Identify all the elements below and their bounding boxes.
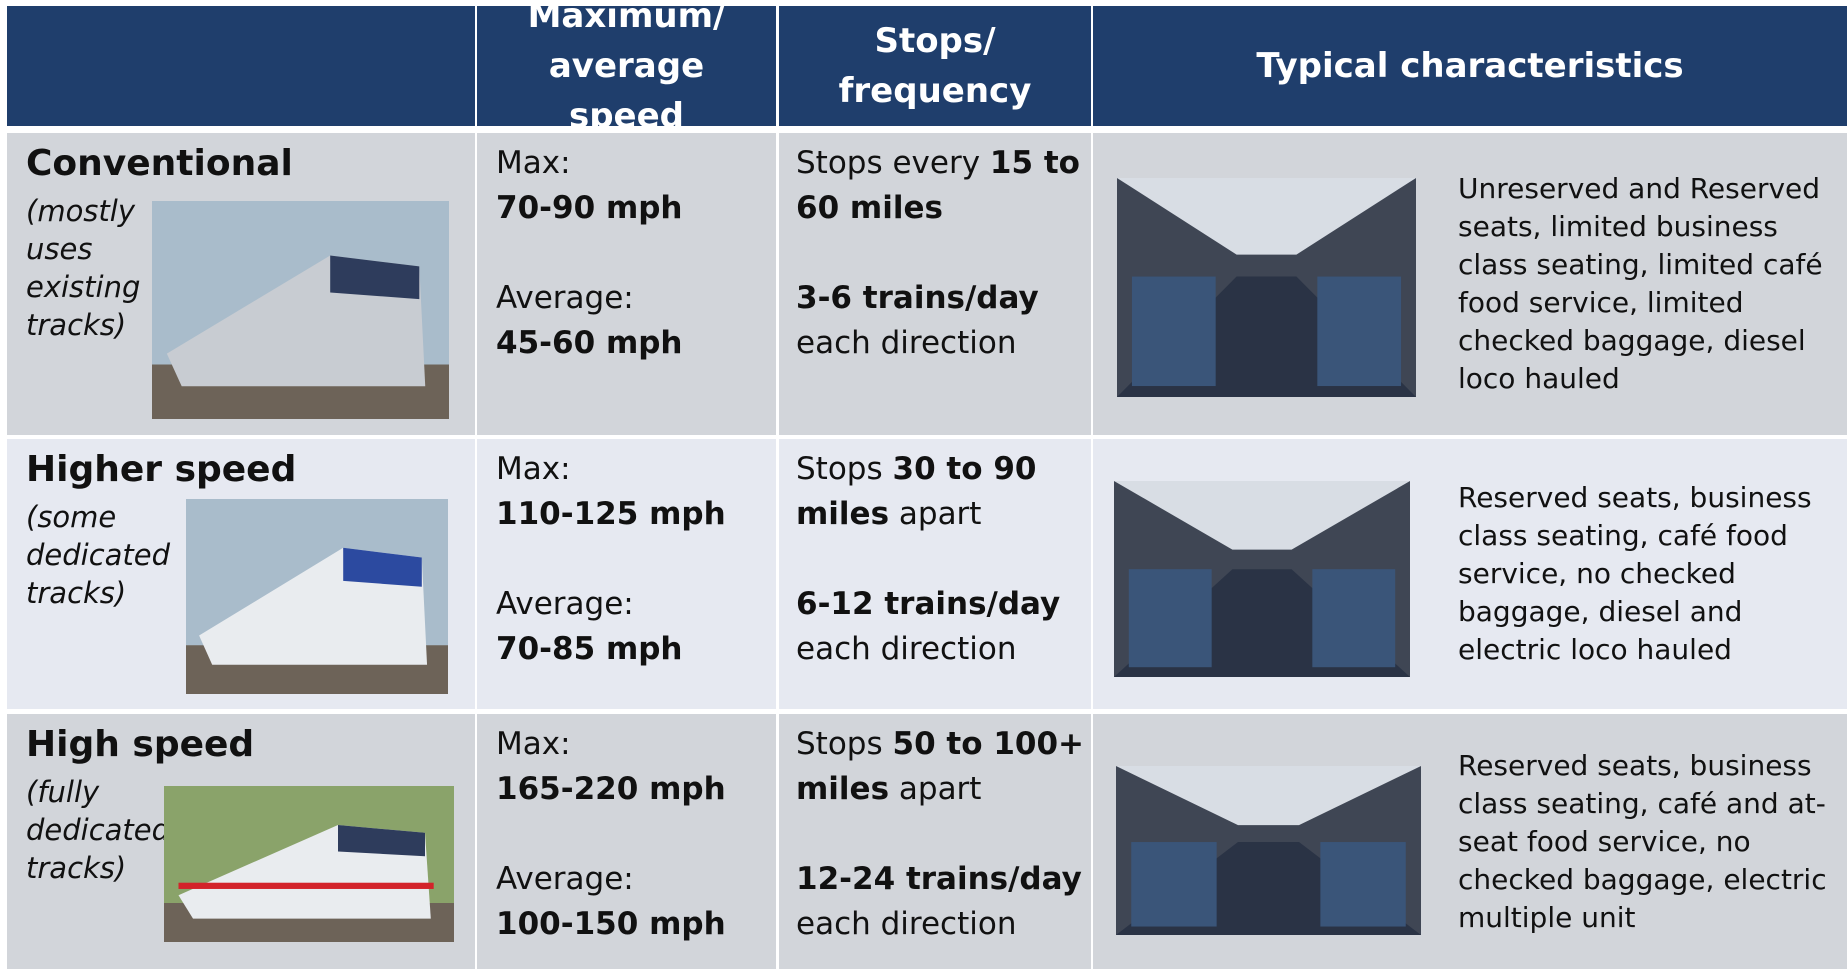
- header-cell: Typical characteristics: [1093, 6, 1847, 126]
- header-cell: Maximum/ average speed: [477, 6, 776, 126]
- max-label: Max:: [496, 144, 571, 182]
- direction: each direction: [796, 324, 1016, 362]
- row-note: (mostly: [26, 192, 135, 230]
- stops-prefix: Stops every: [796, 145, 980, 181]
- row-note: uses: [26, 230, 92, 268]
- avg-speed: 100-150 mph: [496, 905, 726, 943]
- avg-speed: 70-85 mph: [496, 630, 683, 668]
- stops-suffix: apart: [899, 496, 982, 532]
- stops: Stops 30 to 90 miles apart: [796, 447, 1086, 537]
- train-photo: [186, 499, 448, 694]
- stops: Stops every 15 to 60 miles: [796, 141, 1086, 231]
- header-cell: [7, 6, 475, 126]
- characteristics-text: Unreserved and Reserved seats, limited b…: [1458, 170, 1847, 398]
- avg-speed: 45-60 mph: [496, 324, 683, 362]
- stops: Stops 50 to 100+ miles apart: [796, 722, 1086, 812]
- characteristics: Reserved seats, business class seating, …: [1458, 439, 1847, 709]
- header-cell: Stops/ frequency: [779, 6, 1091, 126]
- row-note: (fully: [26, 773, 99, 811]
- max-speed: 165-220 mph: [496, 770, 726, 808]
- row-note: existing: [26, 268, 140, 306]
- characteristics: Unreserved and Reserved seats, limited b…: [1458, 133, 1847, 435]
- stops-prefix: Stops: [796, 726, 883, 762]
- header-text: Typical characteristics: [1256, 41, 1683, 91]
- trains-per-day: 6-12 trains/day: [796, 585, 1060, 623]
- trains-per-day: 3-6 trains/day: [796, 279, 1039, 317]
- train-photo: [152, 201, 449, 419]
- trains-per-day: 12-24 trains/day: [796, 860, 1082, 898]
- interior-photo: [1114, 481, 1410, 677]
- row-title: Conventional: [26, 145, 293, 183]
- stops-suffix: apart: [899, 771, 982, 807]
- row-note: tracks): [26, 306, 126, 344]
- characteristics: Reserved seats, business class seating, …: [1458, 714, 1847, 969]
- page: Maximum/ average speed Stops/ frequency Ty…: [0, 0, 1847, 969]
- avg-label: Average:: [496, 860, 634, 898]
- interior-photo: [1117, 178, 1416, 397]
- max-speed: 110-125 mph: [496, 495, 726, 533]
- row-note: tracks): [26, 574, 126, 612]
- train-photo: [164, 786, 454, 942]
- avg-label: Average:: [496, 585, 634, 623]
- header-text: Stops/ frequency: [819, 16, 1051, 116]
- row-note: tracks): [26, 849, 126, 887]
- characteristics-text: Reserved seats, business class seating, …: [1458, 479, 1847, 669]
- avg-label: Average:: [496, 279, 634, 317]
- header-text: Maximum/ average speed: [517, 0, 736, 141]
- characteristics-text: Reserved seats, business class seating, …: [1458, 747, 1847, 937]
- interior-photo: [1116, 766, 1421, 935]
- row-note: dedicated: [26, 536, 170, 574]
- max-label: Max:: [496, 725, 571, 763]
- row-note: dedicated: [26, 811, 170, 849]
- row-title: High speed: [26, 726, 254, 764]
- stops-prefix: Stops: [796, 451, 883, 487]
- max-label: Max:: [496, 450, 571, 488]
- row-title: Higher speed: [26, 451, 296, 489]
- row-note: (some: [26, 498, 116, 536]
- direction: each direction: [796, 630, 1016, 668]
- max-speed: 70-90 mph: [496, 189, 683, 227]
- direction: each direction: [796, 905, 1016, 943]
